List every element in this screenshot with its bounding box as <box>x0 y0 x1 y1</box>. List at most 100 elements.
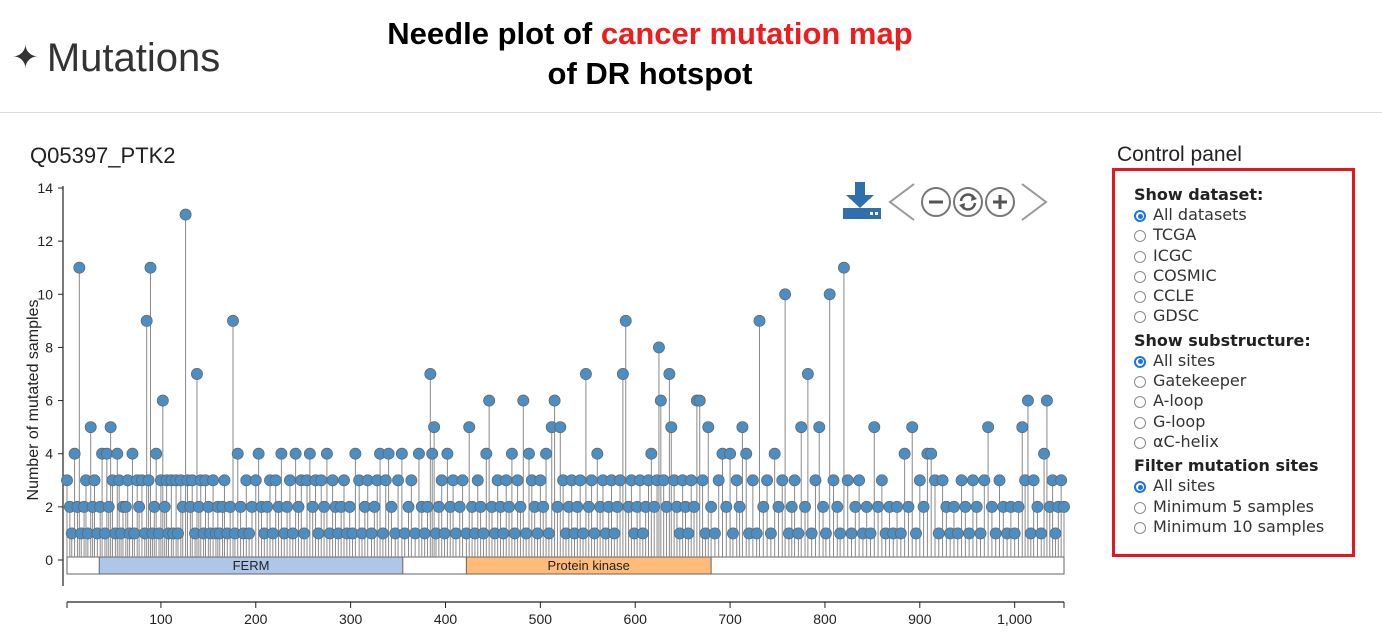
radio-option-gdsc[interactable]: GDSC <box>1134 306 1352 326</box>
needle-head <box>269 474 282 487</box>
x-tick-label: 800 <box>813 611 837 627</box>
radio-option-gatekeeper[interactable]: Gatekeeper <box>1134 371 1352 391</box>
radio-option-all-sites[interactable]: All sites <box>1134 476 1352 496</box>
radio-label: GDSC <box>1153 306 1200 326</box>
needle-head <box>349 447 362 460</box>
needle-head <box>480 447 493 460</box>
radio-button[interactable] <box>1134 521 1146 534</box>
needle-head <box>540 447 553 460</box>
radio-button[interactable] <box>1134 501 1146 514</box>
radio-label: Minimum 5 samples <box>1153 496 1315 516</box>
needle-head <box>126 447 139 460</box>
radio-button[interactable] <box>1134 270 1146 283</box>
domain-track: FERM Protein kinase <box>66 556 1065 575</box>
radio-option-a-loop[interactable]: A-loop <box>1134 391 1352 411</box>
domain-label: Protein kinase <box>548 558 630 573</box>
needle-head <box>614 474 626 487</box>
zoom-in-icon[interactable] <box>984 186 1016 218</box>
radio-button[interactable] <box>1134 355 1146 368</box>
needle-head <box>1049 527 1062 540</box>
needle-head <box>577 527 589 540</box>
needle-head <box>746 474 759 487</box>
radio-button[interactable] <box>1134 250 1146 263</box>
needle-head <box>619 314 632 327</box>
download-icon[interactable] <box>840 180 884 222</box>
needle-head <box>179 208 192 221</box>
radio-button[interactable] <box>1134 436 1146 449</box>
radio-option-minimum-5-samples[interactable]: Minimum 5 samples <box>1134 497 1352 517</box>
needle-head <box>508 527 521 540</box>
page-header: ✦ Mutations Needle plot of cancer mutatio… <box>0 0 1382 113</box>
needle-head <box>1055 474 1068 487</box>
x-tick-label: 200 <box>244 611 268 627</box>
needle-head <box>477 527 490 540</box>
needle-head <box>365 527 378 540</box>
needle-head <box>831 500 844 513</box>
needle-head <box>645 447 658 460</box>
needle-head <box>917 500 930 513</box>
needle-head <box>326 474 339 487</box>
needle-head <box>140 314 153 327</box>
needle-head <box>98 527 111 540</box>
needle-head <box>636 527 649 540</box>
needle-head <box>338 474 350 487</box>
radio-label: ICGC <box>1153 245 1193 265</box>
needle-head <box>688 500 700 513</box>
radio-button[interactable] <box>1134 210 1146 222</box>
radio-button[interactable] <box>1134 311 1146 324</box>
zoom-out-icon[interactable] <box>920 186 952 218</box>
chevron-right-icon[interactable] <box>1020 182 1050 222</box>
needle-head <box>834 527 847 540</box>
radio-option-all-sites[interactable]: All sites <box>1134 351 1352 371</box>
needle-head <box>385 500 398 513</box>
needle-head <box>682 527 695 540</box>
needle-head <box>657 474 670 487</box>
needle-head <box>379 474 392 487</box>
needle-head <box>435 474 448 487</box>
radio-option-all-datasets[interactable]: All datasets <box>1134 205 1352 225</box>
radio-option-g-loop[interactable]: G-loop <box>1134 412 1352 432</box>
needle-head <box>144 261 157 274</box>
radio-option-cosmic[interactable]: COSMIC <box>1134 266 1352 286</box>
needle-head <box>837 261 850 274</box>
needle-head <box>708 527 721 540</box>
needle-head <box>891 500 903 513</box>
needle-head <box>970 500 983 513</box>
needle-head <box>261 500 274 513</box>
needle-head <box>537 500 550 513</box>
needle-head <box>368 500 381 513</box>
radio-label: All sites <box>1153 350 1216 370</box>
needle-head <box>768 447 781 460</box>
radio-button[interactable] <box>1134 291 1146 304</box>
refresh-icon[interactable] <box>952 186 984 218</box>
radio-option-minimum-10-samples[interactable]: Minimum 10 samples <box>1134 517 1352 537</box>
needle-head <box>648 500 661 513</box>
needle-head <box>819 527 832 540</box>
radio-button[interactable] <box>1134 481 1146 494</box>
radio-button[interactable] <box>1134 416 1146 429</box>
section-title: Mutations <box>46 36 221 80</box>
x-tick-label: 500 <box>529 611 553 627</box>
radio-button[interactable] <box>1134 396 1146 409</box>
needle-head <box>772 500 785 513</box>
needle-head <box>948 500 960 513</box>
chevron-left-icon[interactable] <box>886 182 916 222</box>
radio-option-icgc[interactable]: ICGC <box>1134 246 1352 266</box>
y-tick-label: 8 <box>45 339 53 355</box>
radio-option-αc-helix[interactable]: αC-helix <box>1134 432 1352 452</box>
needle-head <box>548 394 561 407</box>
radio-option-tcga[interactable]: TCGA <box>1134 225 1352 245</box>
needle-head <box>398 527 411 540</box>
control-group-title: Show substructure: <box>1134 330 1311 350</box>
needle-head <box>218 474 231 487</box>
needle-head <box>505 447 518 460</box>
radio-option-ccle[interactable]: CCLE <box>1134 286 1352 306</box>
radio-button[interactable] <box>1134 230 1146 243</box>
needle-head <box>343 500 356 513</box>
radio-button[interactable] <box>1134 376 1146 389</box>
section-heading: ✦ Mutations <box>12 36 220 81</box>
needle-head <box>809 474 822 487</box>
x-tick-label: 300 <box>339 611 363 627</box>
needle-head <box>84 421 97 434</box>
needle-head <box>799 500 811 513</box>
